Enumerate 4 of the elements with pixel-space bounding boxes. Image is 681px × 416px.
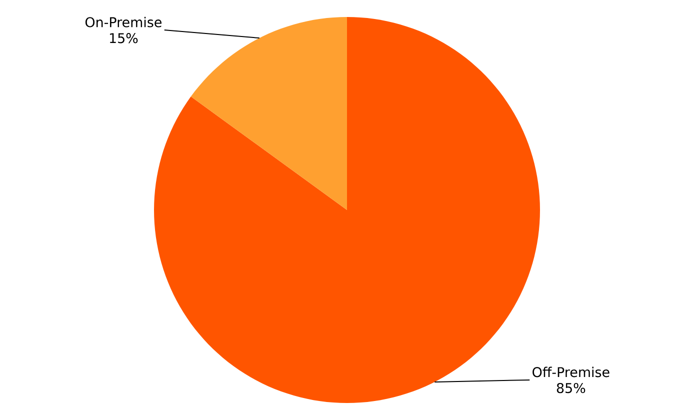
data-label: 85% [556, 382, 586, 394]
slice-label: On-Premise [85, 16, 162, 28]
slice-label: Off-Premise [532, 366, 610, 378]
data-label: 15% [110, 33, 138, 44]
